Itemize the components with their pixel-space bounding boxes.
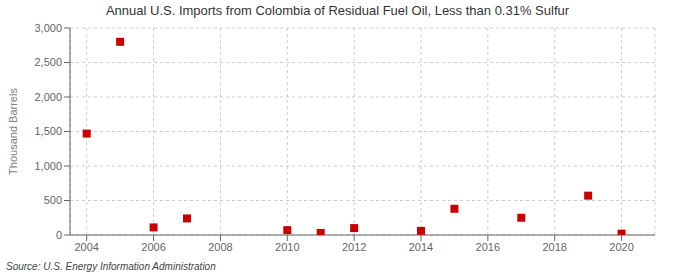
- svg-text:2,000: 2,000: [34, 91, 62, 103]
- svg-text:2010: 2010: [275, 241, 299, 253]
- svg-text:2004: 2004: [74, 241, 98, 253]
- svg-text:2006: 2006: [141, 241, 165, 253]
- svg-text:2014: 2014: [409, 241, 433, 253]
- svg-text:3,000: 3,000: [34, 22, 62, 34]
- svg-text:2020: 2020: [609, 241, 633, 253]
- svg-text:500: 500: [44, 194, 62, 206]
- svg-text:2018: 2018: [542, 241, 566, 253]
- svg-text:1,000: 1,000: [34, 160, 62, 172]
- html-text:Source: U.S. Energy Informatio: Source: U.S. Energy Information Administ…: [6, 261, 216, 272]
- svg-text:2012: 2012: [342, 241, 366, 253]
- svg-text:2008: 2008: [208, 241, 232, 253]
- svg-text:2,500: 2,500: [34, 56, 62, 68]
- svg-text:Thousand Barrels: Thousand Barrels: [8, 88, 19, 175]
- svg-text:2016: 2016: [476, 241, 500, 253]
- html-text:Annual U.S. Imports from Colom: Annual U.S. Imports from Colombia of Res…: [105, 3, 570, 18]
- svg-text:0: 0: [56, 229, 62, 241]
- svg-text:1,500: 1,500: [34, 125, 62, 137]
